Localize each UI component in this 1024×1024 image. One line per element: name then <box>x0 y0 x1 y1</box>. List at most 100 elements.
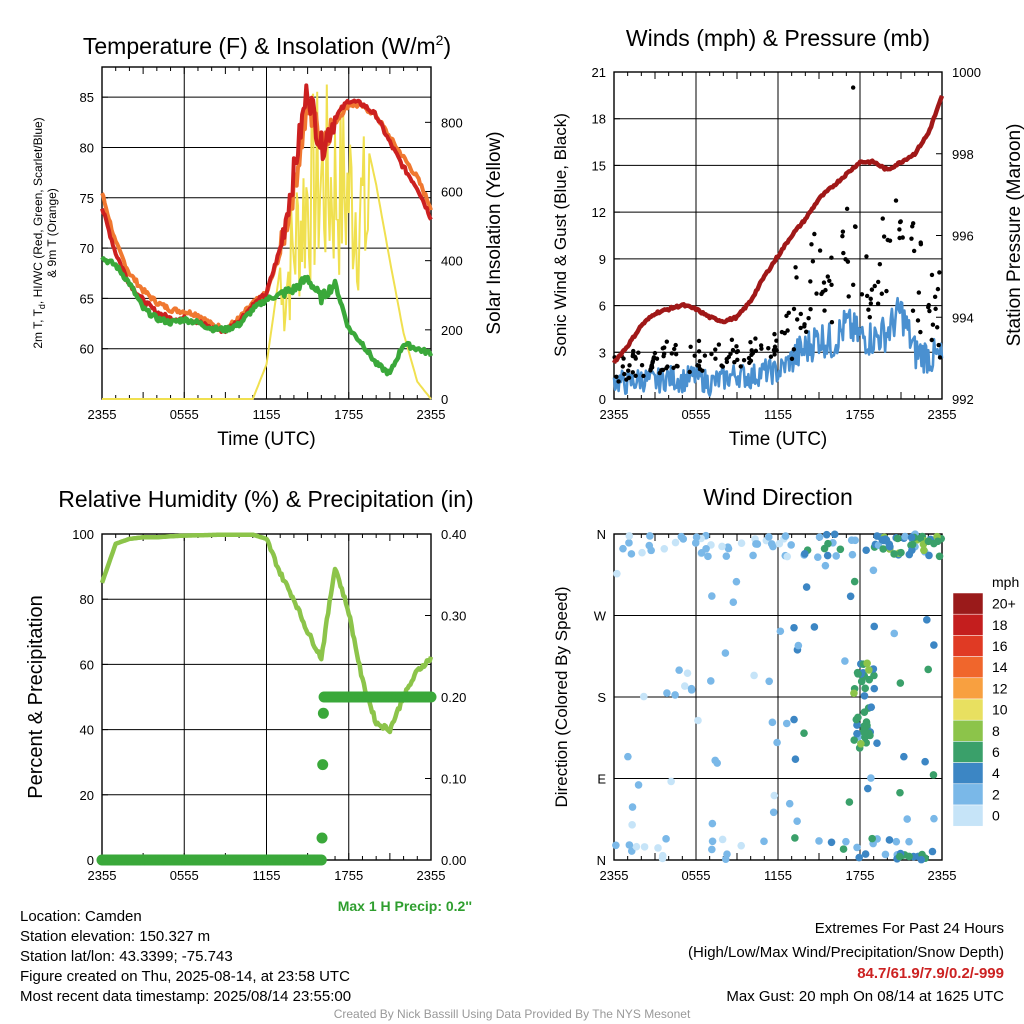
gust-point <box>880 216 885 221</box>
direction-point <box>800 729 808 737</box>
y-axis-label: 2m T, Td, HI/WC (Red, Green, Scarlet/Blu… <box>31 117 47 348</box>
direction-point <box>634 781 643 789</box>
direction-point <box>822 530 831 539</box>
direction-point <box>921 757 929 766</box>
colorbar-label: 20+ <box>992 596 1016 612</box>
direction-point <box>928 847 937 856</box>
y-axis-label: Sonic Wind & Gust (Blue, Black) <box>551 113 570 357</box>
x-tick-label: 2355 <box>88 868 117 883</box>
gust-point <box>649 364 655 369</box>
direction-point <box>671 538 680 547</box>
direction-point <box>853 843 861 852</box>
colorbar-swatch <box>952 741 984 763</box>
direction-point <box>905 852 913 861</box>
credit-line: Created By Nick Bassill Using Data Provi… <box>333 1007 691 1021</box>
gust-point <box>791 306 797 312</box>
colorbar-swatch <box>952 635 984 657</box>
y-tick-label: 100 <box>72 527 94 542</box>
insolation-line <box>102 84 432 400</box>
direction-point <box>737 539 746 547</box>
direction-point <box>857 740 865 748</box>
direction-point <box>632 842 641 851</box>
direction-point <box>722 552 731 560</box>
direction-point <box>790 623 798 632</box>
max-precip-annotation: Max 1 H Precip: 0.2'' <box>338 898 472 914</box>
gust-point <box>916 290 922 295</box>
direction-point <box>916 534 925 543</box>
y-tick-label: 70 <box>80 241 94 256</box>
gust-point <box>747 360 752 366</box>
gust-point <box>829 255 834 260</box>
direction-point <box>702 544 710 553</box>
gust-point <box>626 375 632 381</box>
gust-point <box>812 231 817 237</box>
gust-point <box>866 307 871 312</box>
gust-point <box>915 318 921 323</box>
gust-point <box>930 322 936 327</box>
direction-point <box>732 577 741 586</box>
y2-axis-label: Station Pressure (Maroon) <box>1004 124 1024 347</box>
gust-point <box>671 365 676 371</box>
colorbar-label: 4 <box>992 765 1000 781</box>
wind-pressure-panel: Winds (mph) & Pressure (mb) 2355 0555 1155 1… <box>551 25 1024 450</box>
gust-point <box>879 291 885 296</box>
gust-point <box>806 315 811 321</box>
colorbar-swatch <box>952 762 984 785</box>
gust-point <box>627 363 632 368</box>
direction-point <box>930 641 938 649</box>
gust-point <box>748 339 753 345</box>
gust-point <box>791 347 797 352</box>
direction-point <box>708 819 717 828</box>
direction-point <box>870 684 879 693</box>
y2-tick-label: 994 <box>952 310 974 325</box>
extremes-title: Extremes For Past 24 Hours <box>814 920 1004 937</box>
colorbar-swatch <box>952 804 984 827</box>
direction-point <box>794 641 803 650</box>
chart-title: Relative Humidity (%) & Precipitation (i… <box>58 486 473 512</box>
extremes-subtitle: (High/Low/Max Wind/Precipitation/Snow De… <box>688 944 1004 961</box>
direction-point <box>881 535 890 543</box>
direction-point <box>787 541 795 549</box>
y2-tick-label: 992 <box>952 392 974 407</box>
gust-point <box>841 250 846 256</box>
gust-point <box>932 294 938 300</box>
gust-point <box>864 254 869 259</box>
direction-point <box>627 550 636 558</box>
precip-point <box>425 691 437 703</box>
direction-point <box>718 542 726 551</box>
direction-point <box>646 532 654 540</box>
gust-point <box>868 301 874 306</box>
direction-point <box>663 689 671 697</box>
station-location: Location: Camden <box>20 908 142 925</box>
x-tick-label: 2355 <box>417 407 446 422</box>
extremes-values: 84.7/61.9/7.9/0.2/-999 <box>857 965 1004 982</box>
gust-point <box>935 286 941 292</box>
gust-point <box>845 259 851 264</box>
x-tick-label: 1755 <box>846 868 875 883</box>
gust-point <box>926 302 931 308</box>
colorbar-label: 6 <box>992 744 1000 760</box>
gust-point <box>864 293 870 299</box>
gust-point <box>782 330 787 336</box>
direction-point <box>625 539 633 547</box>
gust-point <box>795 317 800 322</box>
direction-point <box>930 539 938 548</box>
direction-point <box>708 837 717 846</box>
colorbar-label: 12 <box>992 680 1008 696</box>
y-tick-label: 0 <box>87 853 94 868</box>
direction-point <box>791 755 800 763</box>
gust-point <box>936 342 941 348</box>
gust-point <box>651 355 657 360</box>
direction-point <box>897 548 905 557</box>
max-gust: Max Gust: 20 mph On 08/14 at 1625 UTC <box>726 988 1004 1005</box>
precip-point <box>317 707 329 719</box>
direction-point <box>721 649 730 657</box>
direction-point <box>706 677 715 685</box>
gust-point <box>869 287 875 292</box>
figure-created: Figure created on Thu, 2025-08-14, at 23… <box>20 968 350 985</box>
direction-point <box>854 670 862 678</box>
gust-point <box>749 348 754 353</box>
direction-point <box>752 540 760 548</box>
gust-point <box>696 349 702 354</box>
direction-point <box>924 665 932 674</box>
